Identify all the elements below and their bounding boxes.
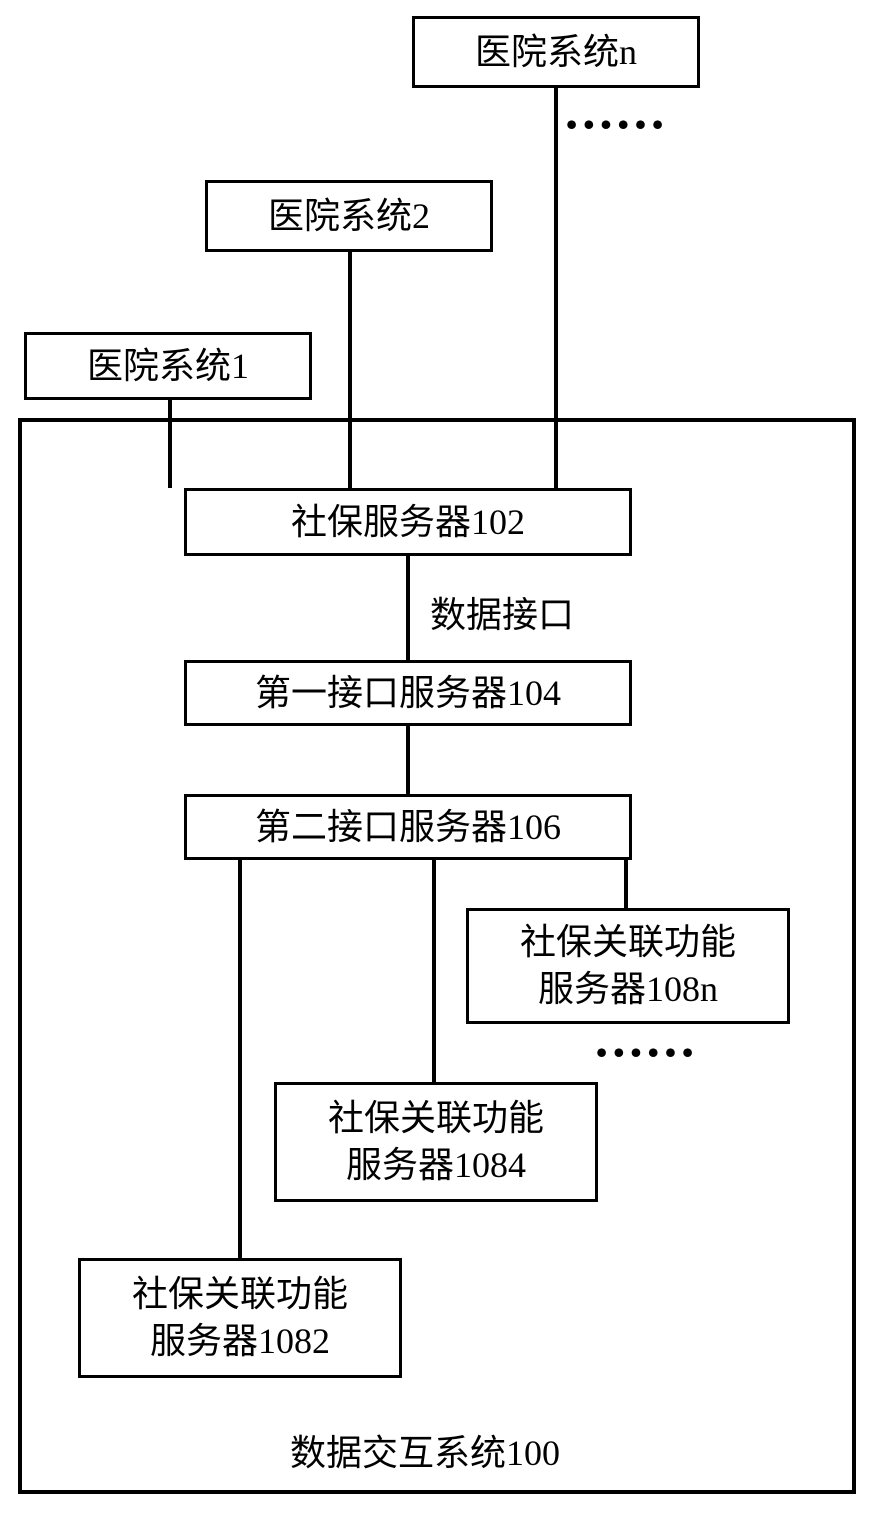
ellipsis-bottom: •••••• [596, 1034, 699, 1071]
func-server-108n-node: 社保关联功能 服务器108n [466, 908, 790, 1024]
first-interface-label: 第一接口服务器104 [255, 670, 561, 717]
edge-second-1084 [432, 860, 436, 1082]
func-1082-line2: 服务器1082 [132, 1318, 348, 1365]
hospital-system-2-node: 医院系统2 [205, 180, 493, 252]
edge-second-1082 [238, 860, 242, 1258]
func-108n-line1: 社保关联功能 [520, 919, 736, 966]
hospital-2-label: 医院系统2 [268, 193, 430, 240]
hospital-system-n-node: 医院系统n [412, 16, 700, 88]
edge-second-108n [624, 860, 628, 908]
func-1084-line2: 服务器1084 [328, 1142, 544, 1189]
edge-first-second [406, 726, 410, 794]
edge-hospital-2 [348, 252, 352, 488]
second-interface-label: 第二接口服务器106 [255, 804, 561, 851]
func-108n-line2: 服务器108n [520, 966, 736, 1013]
func-server-1084-node: 社保关联功能 服务器1084 [274, 1082, 598, 1202]
hospital-1-label: 医院系统1 [87, 343, 249, 390]
second-interface-server-node: 第二接口服务器106 [184, 794, 632, 860]
func-1084-line1: 社保关联功能 [328, 1095, 544, 1142]
first-interface-server-node: 第一接口服务器104 [184, 660, 632, 726]
func-1084-text: 社保关联功能 服务器1084 [328, 1095, 544, 1189]
func-1082-line1: 社保关联功能 [132, 1271, 348, 1318]
shebao-server-node: 社保服务器102 [184, 488, 632, 556]
func-108n-text: 社保关联功能 服务器108n [520, 919, 736, 1013]
func-1082-text: 社保关联功能 服务器1082 [132, 1271, 348, 1365]
container-label: 数据交互系统100 [290, 1424, 560, 1476]
shebao-server-label: 社保服务器102 [291, 499, 525, 546]
func-server-1082-node: 社保关联功能 服务器1082 [78, 1258, 402, 1378]
hospital-system-1-node: 医院系统1 [24, 332, 312, 400]
data-interface-label: 数据接口 [430, 586, 574, 638]
ellipsis-top: •••••• [566, 106, 669, 143]
edge-hospital-n [554, 88, 558, 488]
hospital-n-label: 医院系统n [475, 29, 637, 76]
edge-hospital-1 [168, 400, 172, 488]
edge-shebao-first [406, 556, 410, 660]
